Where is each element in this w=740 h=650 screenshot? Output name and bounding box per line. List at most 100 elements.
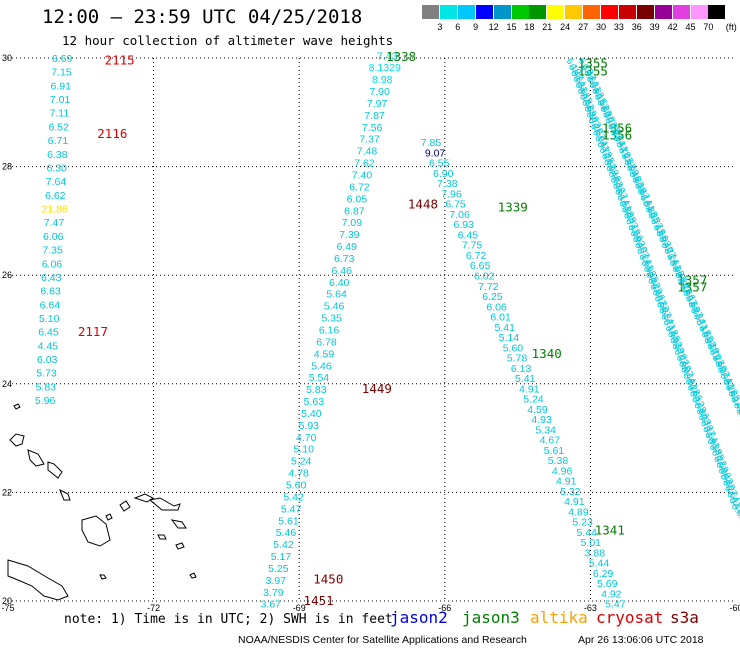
wave-height-value: 6.38 [47, 149, 68, 161]
legend-label: 6 [455, 22, 461, 32]
wave-height-value: 7.62 [354, 158, 375, 170]
wave-height-value: 6.55 [429, 158, 450, 170]
wave-height-value: 5.01 [581, 537, 602, 549]
wave-height-value: 5.60 [286, 479, 307, 491]
legend-swatch [565, 5, 583, 19]
wave-height-value: 5.17 [271, 551, 292, 563]
x-tick-label: -63 [584, 603, 597, 613]
dense-track-value: 6.33 [734, 406, 740, 427]
wave-height-value: 7.48 [357, 146, 378, 158]
pass-number-label: 2117 [78, 324, 108, 339]
wave-height-value: 6.73 [334, 253, 355, 265]
island-outline [59, 488, 71, 501]
legend-swatch [493, 5, 511, 19]
wave-height-value: 6.75 [445, 199, 466, 211]
wave-height-value: 6.16 [319, 325, 340, 337]
wave-height-value: 7.87 [364, 110, 385, 122]
y-tick-label: 22 [2, 487, 12, 497]
dense-track-value: 6.86 [731, 400, 740, 421]
wave-height-value: 5.46 [276, 527, 297, 539]
x-tick-label: -69 [293, 603, 306, 613]
wave-height-value: 7.40 [352, 170, 373, 182]
pass-number-label: 1356 [602, 128, 632, 143]
wave-height-value: 8.1329 [369, 62, 401, 74]
legend-label: 15 [506, 22, 517, 32]
legend-swatch [690, 5, 708, 19]
wave-height-value: 5.44 [589, 558, 610, 570]
wave-height-value: 5.60 [503, 342, 524, 354]
island-outline [157, 534, 167, 540]
wave-height-value: 5.24 [523, 394, 544, 406]
legend-label: 33 [613, 22, 624, 32]
wave-height-value: 5.61 [544, 445, 565, 457]
wave-height-value: 7.90 [369, 86, 390, 98]
wave-height-value: 6.71 [48, 135, 69, 147]
pass-number-label: 1355 [578, 64, 608, 79]
wave-height-value: 5.32 [560, 486, 581, 498]
island-outline [27, 449, 45, 467]
satellite-jason2: jason2 [390, 608, 448, 627]
wave-height-value: 5.78 [507, 353, 528, 365]
wave-height-value: 9.07 [425, 147, 446, 159]
wave-height-value: 6.72 [349, 181, 370, 193]
wave-height-value: 6.49 [337, 241, 358, 253]
wave-height-value: 6.30 [46, 162, 67, 174]
legend-label: 70 [703, 22, 714, 32]
legend-swatch [422, 5, 439, 19]
satellite-s3a: s3a [670, 608, 699, 627]
wave-height-value: 6.63 [40, 286, 61, 298]
wave-height-value: 5.23 [572, 517, 593, 529]
island-outline [99, 574, 107, 580]
wave-height-value: 6.01 [490, 312, 511, 324]
legend-swatch [654, 5, 672, 19]
map-subtitle: 12 hour collection of altimeter wave hei… [62, 33, 394, 48]
wave-height-value: 5.41 [515, 373, 536, 385]
island-outline [9, 433, 25, 447]
wave-height-value: 4.70 [296, 432, 317, 444]
legend-swatch [475, 5, 493, 19]
island-outline [47, 461, 63, 479]
y-tick-label: 30 [2, 53, 12, 63]
pass-number-label: 1449 [362, 381, 392, 396]
pass-number-label: 1450 [313, 571, 343, 586]
legend-swatch [547, 5, 565, 19]
wave-height-value: 6.91 [51, 80, 72, 92]
wave-height-value: 5.34 [535, 424, 556, 436]
wave-height-value: 5.40 [301, 408, 322, 420]
island-outline [105, 513, 113, 521]
island-outline [189, 572, 197, 579]
wave-height-value: 7.75 [462, 240, 483, 252]
legend-label: 9 [473, 22, 479, 32]
wave-height-value: 7.72 [478, 281, 499, 293]
map-title: 12:00 – 23:59 UTC 04/25/2018 [42, 6, 363, 28]
wave-height-value: 6.93 [454, 219, 475, 231]
wave-height-value: 6.40 [329, 277, 350, 289]
pass-number-label: 1338 [386, 49, 416, 64]
wave-height-value: 6.45 [38, 327, 59, 339]
legend-label: 45 [685, 22, 696, 32]
satellite-jason3: jason3 [462, 608, 520, 627]
legend-label: 21 [542, 22, 553, 32]
legend-label: 36 [631, 22, 642, 32]
credit-line: NOAA/NESDIS Center for Satellite Applica… [238, 634, 527, 646]
wave-height-value: 4.78 [288, 468, 309, 480]
wave-height-value: 5.10 [39, 313, 60, 325]
wave-height-value: 5.64 [326, 289, 347, 301]
wave-height-value: 21.86 [41, 204, 67, 216]
wave-height-value: 6.45 [458, 229, 479, 241]
wave-height-value: 5.14 [499, 332, 520, 344]
wave-height-value: 6.69 [52, 53, 73, 65]
wave-height-value: 3.67 [261, 599, 282, 611]
legend-swatch [529, 5, 547, 19]
wave-height-value: 6.43 [41, 272, 62, 284]
wave-height-value: 6.46 [331, 265, 352, 277]
wave-height-value: 4.67 [540, 435, 561, 447]
wave-height-value: 7.85 [421, 137, 442, 149]
pass-number-label: 1356 [602, 121, 632, 136]
legend-label: 3 [437, 22, 443, 32]
wave-height-value: 5.10 [293, 444, 314, 456]
legend-swatch [708, 5, 726, 19]
wave-height-value: 7.39 [339, 229, 360, 241]
wave-height-value: 7.64 [46, 176, 67, 188]
wave-height-value: 5.42 [273, 539, 294, 551]
